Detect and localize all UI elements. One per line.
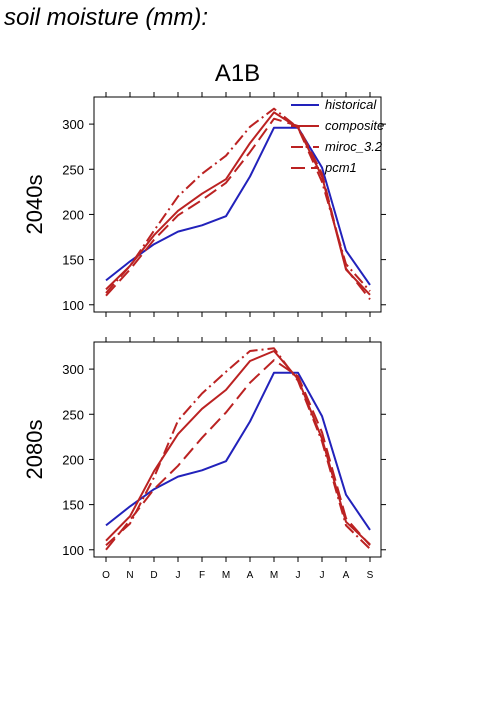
y-tick-label: 300 xyxy=(62,117,84,132)
panel-frame xyxy=(93,341,382,558)
x-tick-label: M xyxy=(270,570,278,581)
panel-frame xyxy=(93,96,382,313)
series-line-composite xyxy=(105,350,371,546)
x-tick-label: J xyxy=(320,570,325,581)
chart-title: A1B xyxy=(215,60,260,87)
y-tick-label: 200 xyxy=(62,452,84,467)
x-tick-label: J xyxy=(296,570,301,581)
x-tick-label: A xyxy=(343,570,350,581)
x-tick-label: N xyxy=(126,570,133,581)
legend-label: historical xyxy=(325,97,377,112)
y-tick-label: 150 xyxy=(62,253,84,268)
x-tick-label: O xyxy=(102,570,110,581)
x-tick-label: J xyxy=(176,570,181,581)
x-tick-label: M xyxy=(222,570,230,581)
series-line-historical xyxy=(105,126,371,286)
series-line-historical xyxy=(105,371,371,531)
y-tick-label: 250 xyxy=(62,162,84,177)
series-line-pcm1 xyxy=(105,359,371,551)
panel-ylabel: 2040s xyxy=(22,175,47,235)
series-line-miroc-3-2 xyxy=(105,107,371,294)
legend-label: pcm1 xyxy=(324,160,357,175)
y-tick-label: 300 xyxy=(62,362,84,377)
x-tick-label: S xyxy=(367,570,374,581)
y-tick-label: 200 xyxy=(62,207,84,222)
x-tick-label: F xyxy=(199,570,205,581)
legend-label: composite xyxy=(325,118,384,133)
x-tick-label: A xyxy=(247,570,254,581)
x-tick-label: D xyxy=(150,570,157,581)
y-tick-label: 100 xyxy=(62,543,84,558)
panel-ylabel: 2080s xyxy=(22,420,47,480)
y-tick-label: 100 xyxy=(62,298,84,313)
y-tick-label: 150 xyxy=(62,498,84,513)
page-title: soil moisture (mm): xyxy=(4,4,209,31)
series-line-pcm1 xyxy=(105,117,371,301)
y-tick-label: 250 xyxy=(62,407,84,422)
legend-label: miroc_3.2 xyxy=(325,139,383,154)
series-line-miroc-3-2 xyxy=(105,347,371,550)
